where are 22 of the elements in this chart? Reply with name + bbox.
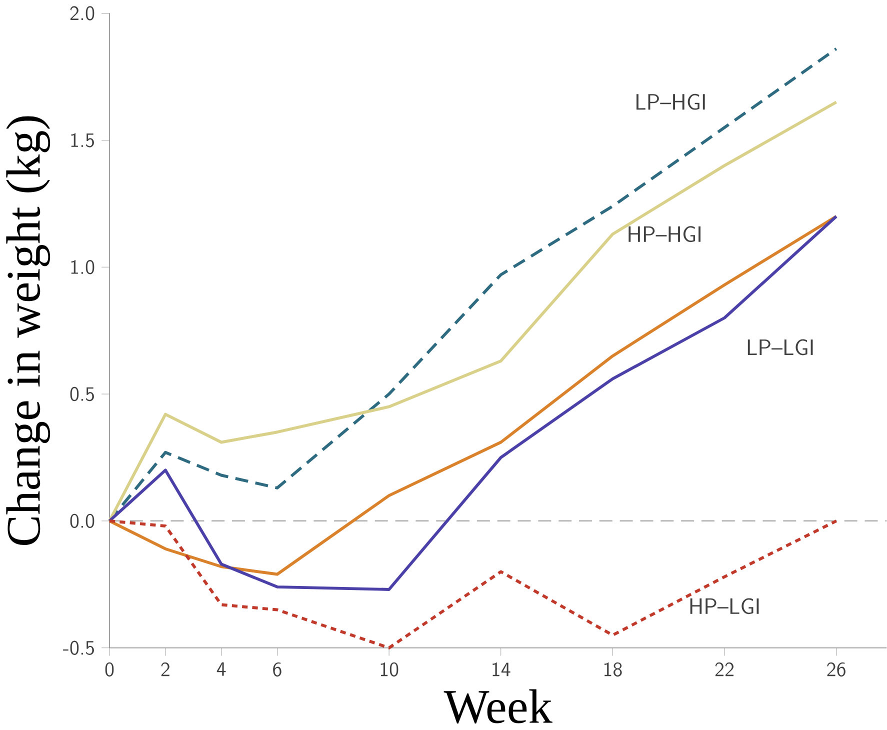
x-tick-label: 18 [604,662,622,677]
line-series [108,520,838,650]
y-tick-label: 0.5 [70,387,94,402]
x-axis-title: Week [444,689,552,724]
y-axis-title: Change in weight (kg) [6,116,50,546]
y-tick-label: 1.5 [71,133,94,148]
x-tick-label: 4 [216,662,226,676]
x-tick-label: 26 [827,662,846,677]
x-tick-label: 14 [492,662,510,676]
x-tick-label: 10 [380,662,398,677]
y-tick-label: 0.0 [70,514,94,528]
series-label: HP–LGI [690,598,759,614]
series-label: LP–HGI [636,94,705,110]
series-label: LP–LGI [748,339,813,356]
series-label: HP–HGI [628,226,700,242]
y-tick-label: 1.0 [71,260,94,274]
x-tick-label: 2 [161,662,170,676]
x-tick-label: 0 [105,662,114,677]
y-tick-label: -0.5 [63,640,94,656]
y-tick-label: 2.0 [70,6,94,21]
x-tick-label: 22 [715,662,734,676]
x-tick-label: 6 [273,662,282,677]
